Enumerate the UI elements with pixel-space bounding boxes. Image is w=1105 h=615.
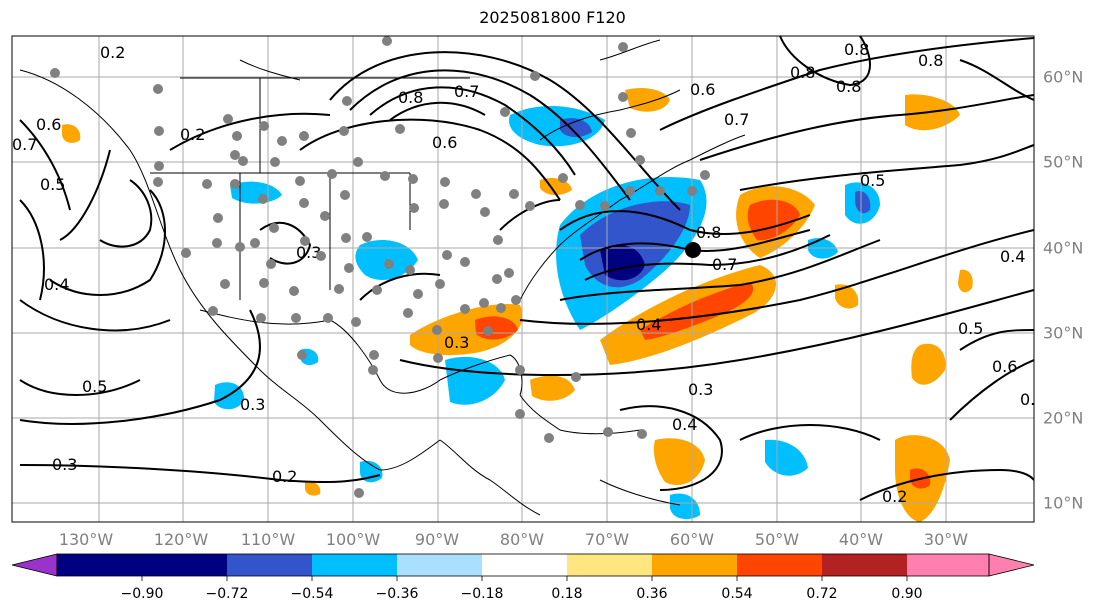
lon-label: 120°W [153,530,209,549]
lon-label: 70°W [584,530,630,549]
contour-label: 0.6 [36,115,61,134]
contour-label: 0.2 [272,467,297,486]
contour-label: 0.7 [454,82,479,101]
contour-label: 0.3 [52,455,77,474]
contour-label: 0.2 [180,125,205,144]
contour-label: 0.4 [1000,247,1025,266]
contour-label: 0.6 [690,80,715,99]
contour-label: 0.5 [82,377,107,396]
contour-label: 0.8 [696,223,721,242]
contour-label: 0.4 [44,275,69,294]
contour-label: 0.7 [712,255,737,274]
contour-label: 0.5 [860,171,885,190]
colorbar-tick-label: 0.54 [721,586,753,602]
lon-label: 30°W [923,530,969,549]
colorbar-tick-label: 0.36 [636,586,668,602]
lon-label: 60°W [669,530,715,549]
contour-label: 0.3 [240,395,265,414]
contour-label: 0.4 [672,415,697,434]
contour-label: 0.8 [844,40,869,59]
highlight-marker [685,242,701,258]
lon-label: 90°W [414,530,460,549]
contour-label: 0.4 [636,315,661,334]
colorbar-tick-label: 0.90 [891,586,923,602]
colorbar-tick-label: −0.54 [290,586,334,602]
map-frame [11,35,1035,523]
lat-label: 30°N [1043,323,1084,343]
lon-label: 40°W [838,530,884,549]
colorbar [11,553,1035,581]
contour-label: 0.8 [398,88,423,107]
lat-label: 10°N [1043,493,1084,513]
colorbar-tick-label: −0.90 [120,586,164,602]
lat-label: 50°N [1043,152,1084,172]
contour-label: 0.8 [836,77,861,96]
lon-label: 80°W [499,530,545,549]
contour-label: 0.6 [432,133,457,152]
contour-label: 0.6 [992,357,1017,376]
contour-label: 0.2 [882,487,907,506]
colorbar-tick-label: 0.18 [551,586,583,602]
contour-label: 0.3 [688,380,713,399]
contour-label: 0.5 [40,175,65,194]
contour-label: 0.3 [444,333,469,352]
lon-label: 100°W [325,530,381,549]
lat-label: 60°N [1043,67,1084,87]
colorbar-tick-label: 0.72 [806,586,838,602]
contour-label: 0.5 [958,319,983,338]
contour-label: 0.7 [724,110,749,129]
contour-label: 0.3 [296,243,321,262]
colorbar-tick-label: −0.72 [205,586,249,602]
contour-label: 0.3 [1020,390,1045,409]
colorbar-tick-label: −0.18 [460,586,504,602]
lat-label: 40°N [1043,238,1084,258]
lat-label: 20°N [1043,408,1084,428]
lon-label: 50°W [754,530,800,549]
colorbar-tick-label: −0.36 [375,586,419,602]
station-markers [50,36,710,498]
lon-label: 130°W [58,530,114,549]
contour-label: 0.2 [100,43,125,62]
contour-label: 0.8 [790,63,815,82]
map-title: 2025081800 F120 [479,8,626,27]
lon-label: 110°W [240,530,296,549]
contour-label: 0.7 [12,135,37,154]
contour-label: 0.8 [918,51,943,70]
